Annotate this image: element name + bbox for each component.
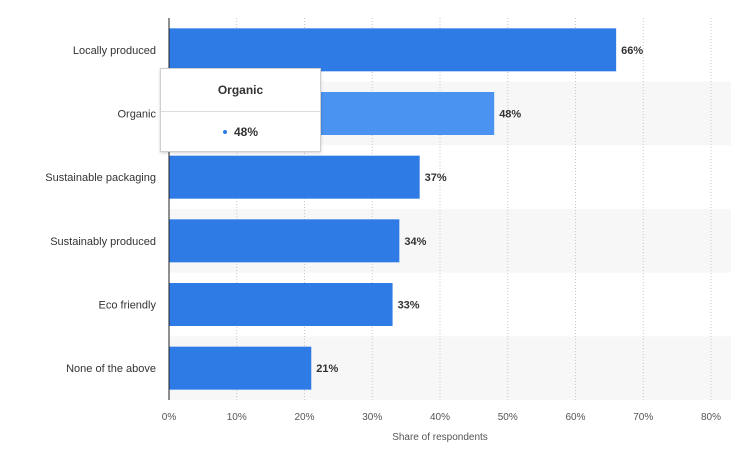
tooltip-value: 48% xyxy=(233,125,259,139)
bar-none-of-the-above[interactable] xyxy=(169,346,312,390)
category-label: Locally produced xyxy=(73,45,156,57)
category-label: Organic xyxy=(117,109,156,121)
bar-sustainable-packaging[interactable] xyxy=(169,155,420,199)
x-tick-labels: 0% 10% 20% 30% 40% 50% 60% 70% 80% xyxy=(162,412,721,423)
category-labels: Locally produced Organic Sustainable packa… xyxy=(45,45,156,375)
bar-sustainably-produced[interactable] xyxy=(169,219,400,263)
data-label: 66% xyxy=(621,45,643,57)
x-tick-label: 0% xyxy=(162,412,177,423)
x-tick-label: 30% xyxy=(362,412,382,423)
data-label: 37% xyxy=(425,172,447,184)
tooltip: Organic 48% xyxy=(160,68,321,152)
x-tick-label: 20% xyxy=(294,412,314,423)
bar-eco-friendly[interactable] xyxy=(169,283,393,326)
data-label: 34% xyxy=(404,236,426,248)
category-label: None of the above xyxy=(66,363,156,375)
value-labels: 66% 48% 37% 34% 33% 21% xyxy=(316,45,643,375)
x-tick-label: 70% xyxy=(633,412,653,423)
category-label: Eco friendly xyxy=(99,300,157,312)
category-label: Sustainable packaging xyxy=(45,172,156,184)
data-label: 33% xyxy=(398,300,420,312)
x-tick-label: 10% xyxy=(227,412,247,423)
x-tick-label: 60% xyxy=(565,412,585,423)
x-axis-title: Share of respondents xyxy=(392,432,488,443)
bar-locally-produced[interactable] xyxy=(169,28,617,72)
category-label: Sustainably produced xyxy=(50,236,156,248)
x-tick-label: 80% xyxy=(701,412,721,423)
x-tick-label: 50% xyxy=(498,412,518,423)
x-tick-label: 40% xyxy=(430,412,450,423)
tooltip-title: Organic xyxy=(161,69,320,112)
data-label: 21% xyxy=(316,363,338,375)
tooltip-row: 48% xyxy=(161,112,320,153)
series-dot-icon xyxy=(222,129,227,134)
data-label: 48% xyxy=(499,109,521,121)
